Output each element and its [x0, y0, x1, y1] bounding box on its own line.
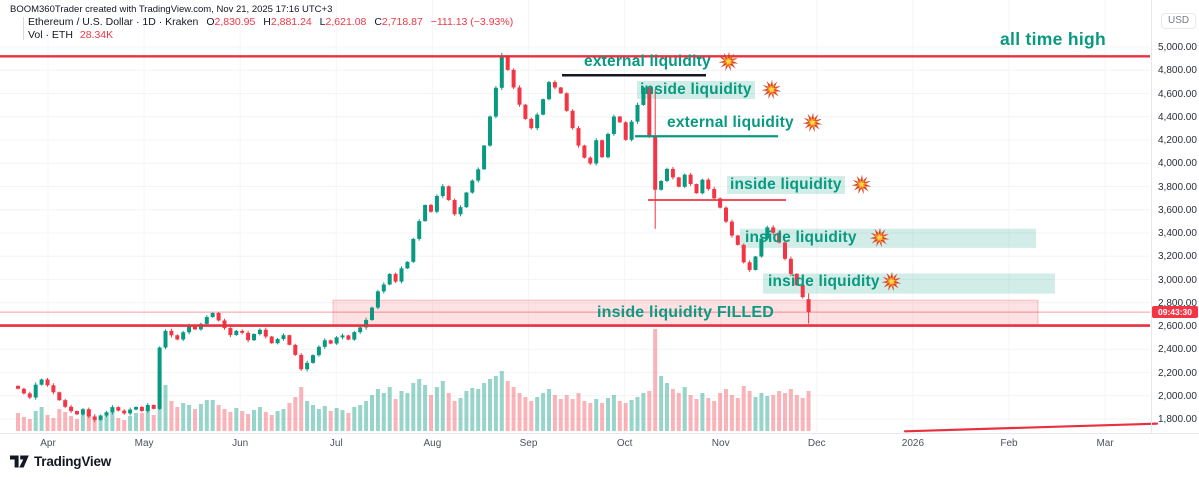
close-label: C: [374, 16, 382, 28]
annotation-label: external liquidity: [667, 113, 794, 131]
grid-lines: [0, 0, 1150, 433]
candlestick-series: [16, 52, 811, 423]
price-tick-label: 4,000.00: [1158, 158, 1197, 170]
time-axis-label: Jul: [329, 438, 343, 449]
time-axis-label: Feb: [1000, 438, 1018, 449]
high-label: H: [263, 16, 271, 28]
symbol-legend[interactable]: Ethereum / U.S. Dollar · 1D · Kraken O2,…: [28, 16, 513, 28]
tradingview-logo-mark: [10, 455, 29, 468]
drawn-levels: [0, 55, 1159, 433]
time-axis[interactable]: [0, 433, 1199, 457]
volume-legend[interactable]: Vol · ETH 28.34K: [28, 29, 113, 41]
axis-unit-button[interactable]: USD: [1161, 13, 1197, 29]
symbol-title[interactable]: Ethereum / U.S. Dollar · 1D · Kraken: [28, 16, 199, 28]
price-tick-label: 3,600.00: [1158, 204, 1197, 216]
annotation-label: inside liquidity: [727, 175, 845, 194]
price-tick-label: 3,200.00: [1158, 251, 1197, 263]
price-tick-label: 2,400.00: [1158, 344, 1197, 356]
explosion-icon: [881, 271, 902, 292]
price-tick-label: 2,000.00: [1158, 390, 1197, 402]
annotation-inside-liquidity-1[interactable]: inside liquidity: [637, 79, 782, 100]
annotation-inside-liquidity-2[interactable]: inside liquidity: [727, 174, 872, 195]
chart-canvas[interactable]: [0, 0, 1199, 433]
price-tick-label: 4,400.00: [1158, 111, 1197, 123]
bar-countdown-badge: 09:43:30: [1152, 306, 1198, 319]
volume-value: 28.34K: [79, 28, 114, 41]
price-tick-label: 3,400.00: [1158, 228, 1197, 239]
chart-credit-text: BOOM360Trader created with TradingView.c…: [10, 4, 333, 15]
annotation-inside-liquidity-3[interactable]: inside liquidity: [745, 227, 890, 248]
price-tick-label: 5,000.00: [1158, 42, 1197, 53]
price-tick-label: 4,800.00: [1158, 65, 1197, 77]
price-tick-label: 2,600.00: [1158, 321, 1197, 332]
annotation-label: inside liquidity: [745, 228, 857, 246]
volume-series: [16, 329, 811, 431]
annotation-inside-liquidity-4[interactable]: inside liquidity: [768, 271, 902, 292]
annotation-all-time-high[interactable]: all time high: [1000, 29, 1106, 49]
explosion-icon: [869, 227, 890, 248]
open-value: 2,830.95: [214, 16, 256, 28]
high-value: 2,881.24: [270, 16, 312, 28]
low-label: L: [319, 16, 326, 28]
price-tick-label: 4,200.00: [1158, 135, 1197, 146]
legend-rail: [23, 17, 24, 40]
liquidity-zones: [332, 228, 1055, 327]
price-tick-label: 2,200.00: [1158, 367, 1197, 379]
time-axis-label: Oct: [616, 438, 633, 449]
explosion-icon: [802, 112, 823, 133]
inside-liquidity-zone-4[interactable]: [763, 273, 1055, 294]
price-tick-label: 2,800.00: [1158, 297, 1197, 309]
annotation-label: inside liquidity: [637, 80, 755, 99]
time-axis-label: Nov: [711, 438, 730, 449]
tradingview-logo-text: TradingView: [34, 454, 112, 469]
price-tick-label: 3,000.00: [1158, 274, 1197, 286]
inside-liquidity-zone-3[interactable]: [740, 228, 1036, 248]
tradingview-logo[interactable]: TradingView: [10, 454, 111, 469]
close-value: 2,718.87: [381, 16, 423, 28]
change-value: −111.13 (−3.93%): [430, 16, 514, 28]
annotation-external-liquidity-2[interactable]: external liquidity: [667, 112, 823, 133]
time-axis-label: Jun: [232, 438, 249, 449]
time-axis-label: Apr: [40, 438, 56, 449]
low-value: 2,621.08: [325, 16, 367, 28]
annotation-label: inside liquidity FILLED: [596, 304, 775, 321]
price-tick-label: 3,800.00: [1158, 181, 1197, 193]
annotation-label: external liquidity: [584, 52, 711, 70]
price-tick-label: 1,800.00: [1158, 414, 1197, 425]
annotation-label: inside liquidity: [768, 272, 880, 290]
annotation-external-liquidity-1[interactable]: external liquidity: [584, 51, 739, 72]
price-tick-label: 4,600.00: [1158, 88, 1197, 100]
time-axis-label: May: [134, 438, 154, 449]
annotation-inside-liquidity-filled[interactable]: inside liquidity FILLED: [333, 300, 1038, 326]
time-axis-label: 2026: [901, 438, 925, 449]
volume-label[interactable]: Vol · ETH: [28, 28, 73, 41]
time-axis-label: Aug: [423, 438, 442, 449]
explosion-icon: [761, 79, 782, 100]
open-label: O: [206, 16, 215, 28]
explosion-icon: [718, 51, 739, 72]
time-axis-label: Dec: [807, 438, 826, 449]
explosion-icon: [851, 174, 872, 195]
rising-trendline[interactable]: [903, 422, 1159, 433]
time-axis-label: Sep: [519, 438, 538, 449]
time-axis-label: Mar: [1096, 438, 1114, 449]
price-axis[interactable]: [1151, 0, 1199, 433]
